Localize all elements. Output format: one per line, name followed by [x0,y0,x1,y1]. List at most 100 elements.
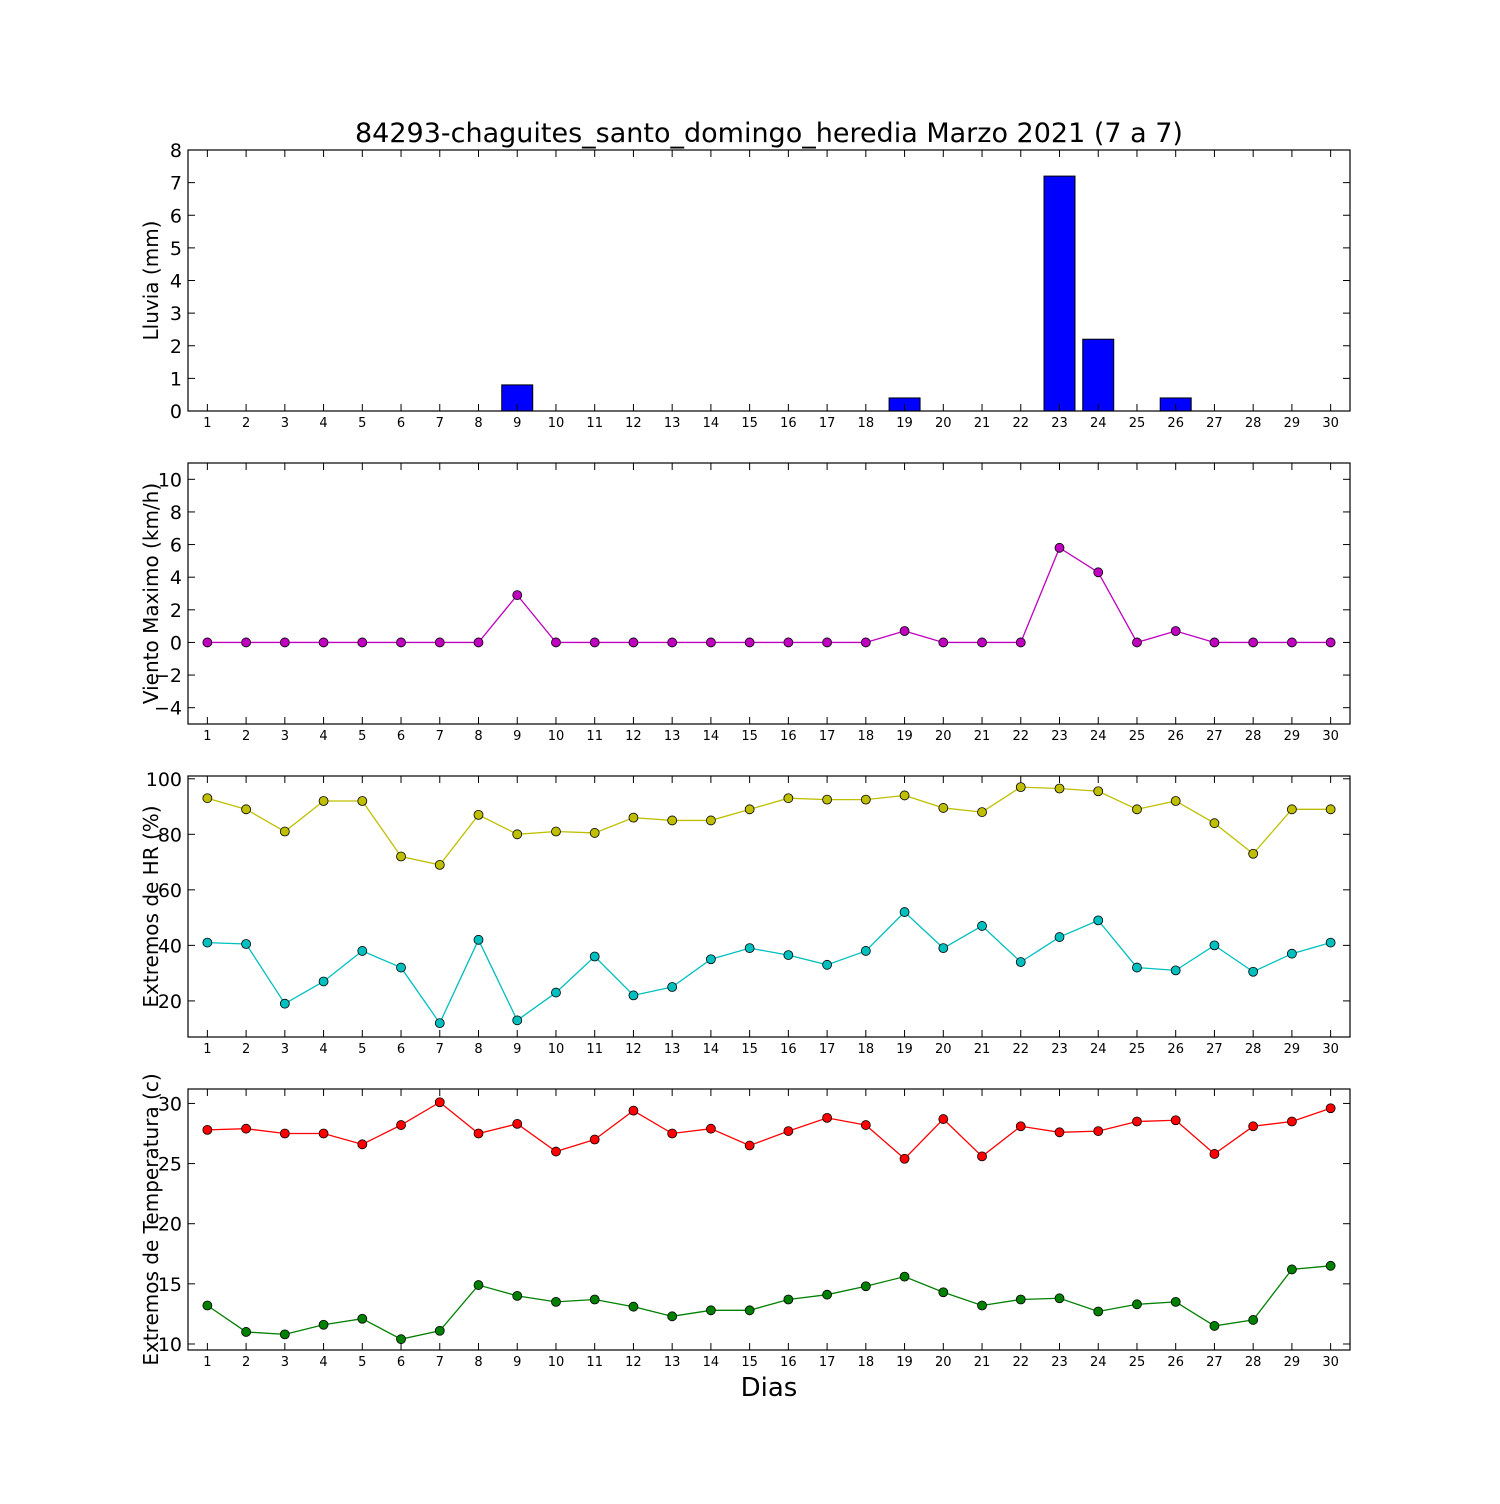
x-tick-label: 21 [974,1355,991,1370]
point-series2-day-20 [938,943,949,954]
point-series1-day-3 [279,1128,290,1139]
x-tick-label: 18 [858,416,875,431]
point-series2-day-1 [202,937,213,948]
point-series2-day-13 [667,982,678,992]
point-series2-day-24 [1093,1306,1104,1317]
point-series1-day-10 [551,637,561,648]
point-series1-day-10 [551,826,561,837]
x-tick-label: 6 [397,1042,405,1057]
x-tick-label: 30 [1322,416,1339,431]
x-tick-label: 13 [664,1355,681,1370]
point-series1-day-22 [1015,637,1026,648]
x-tick-label: 20 [935,1042,952,1057]
x-tick-label: 2 [242,1355,250,1370]
x-tick-label: 1 [203,1355,211,1370]
point-series2-day-11 [589,1294,600,1305]
y-axis-label: Extremos de Temperatura (c) [139,1073,163,1365]
point-series2-day-5 [357,946,368,956]
x-tick-label: 29 [1284,1042,1301,1057]
point-series2-day-28 [1248,966,1259,977]
point-series2-day-14 [706,954,716,965]
point-series1-day-23 [1054,542,1065,553]
point-series1-day-17 [822,794,832,805]
series-line-1 [207,1101,1331,1160]
point-series2-day-29 [1287,1264,1297,1275]
x-tick-label: 14 [703,1042,720,1057]
x-tick-label: 2 [242,416,250,431]
x-tick-label: 27 [1206,416,1223,431]
point-series1-day-19 [899,1153,910,1164]
point-series1-day-7 [434,1097,445,1108]
point-series1-day-11 [589,637,600,648]
x-tick-label: 4 [319,729,327,744]
y-tick-label: 3 [170,303,182,325]
point-series2-day-1 [202,1300,213,1311]
point-series2-day-28 [1248,1315,1259,1325]
x-tick-label: 11 [586,1042,603,1057]
x-tick-label: 21 [974,416,991,431]
x-tick-label: 28 [1245,1355,1262,1370]
point-series1-day-12 [628,1105,639,1116]
x-tick-label: 23 [1051,416,1068,431]
x-tick-label: 23 [1051,1355,1068,1370]
point-series1-day-14 [706,1123,716,1134]
point-series2-day-12 [628,990,639,1001]
x-tick-label: 24 [1090,1355,1107,1370]
point-series1-day-16 [783,793,794,804]
x-tick-label: 9 [513,1355,521,1370]
x-tick-label: 22 [1012,729,1029,744]
x-tick-label: 10 [548,1355,565,1370]
x-tick-label: 19 [896,1355,913,1370]
point-series2-day-30 [1325,937,1336,948]
point-series2-day-17 [822,959,832,970]
point-series2-day-30 [1325,1260,1336,1271]
y-tick-label: 0 [170,401,182,423]
x-tick-label: 3 [281,729,289,744]
x-tick-label: 19 [896,729,913,744]
point-series1-day-21 [977,1151,987,1162]
x-tick-label: 12 [625,1042,642,1057]
point-series2-day-8 [473,1280,484,1290]
point-series1-day-5 [357,637,368,648]
point-series1-day-29 [1287,1116,1297,1127]
axes-frame [187,775,1351,1038]
bar-day-23 [1043,175,1076,412]
x-tick-label: 5 [358,416,366,431]
x-tick-label: 22 [1012,416,1029,431]
y-tick-label: 60 [158,880,182,902]
x-tick-label: 17 [819,1042,836,1057]
point-series1-day-21 [977,637,987,648]
y-tick-label: 6 [170,205,182,227]
x-tick-label: 20 [935,1355,952,1370]
point-series1-day-18 [860,794,871,805]
x-tick-label: 11 [586,1355,603,1370]
x-tick-label: 27 [1206,1355,1223,1370]
x-tick-label: 17 [819,416,836,431]
point-series1-day-16 [783,1126,794,1136]
x-tick-label: 17 [819,1355,836,1370]
point-series1-day-14 [706,637,716,648]
point-series1-day-8 [473,637,484,648]
y-tick-label: 4 [170,271,182,293]
x-tick-label: 30 [1322,729,1339,744]
x-tick-label: 7 [436,1355,444,1370]
point-series1-day-27 [1209,1149,1220,1159]
x-tick-label: 29 [1284,1355,1301,1370]
point-series1-day-18 [860,637,871,648]
series-line-2 [207,1265,1331,1340]
point-series1-day-12 [628,637,639,648]
x-tick-label: 15 [741,1042,758,1057]
x-tick-label: 10 [548,729,565,744]
point-series1-day-28 [1248,1121,1259,1132]
point-series1-day-7 [434,859,445,870]
point-series1-day-5 [357,796,368,806]
point-series2-day-10 [551,1296,561,1307]
y-tick-label: −2 [154,665,182,687]
y-axis-label: Lluvia (mm) [139,221,163,341]
point-series1-day-20 [938,1114,949,1124]
x-tick-label: 28 [1245,1042,1262,1057]
x-tick-label: 21 [974,1042,991,1057]
x-tick-label: 16 [780,729,797,744]
